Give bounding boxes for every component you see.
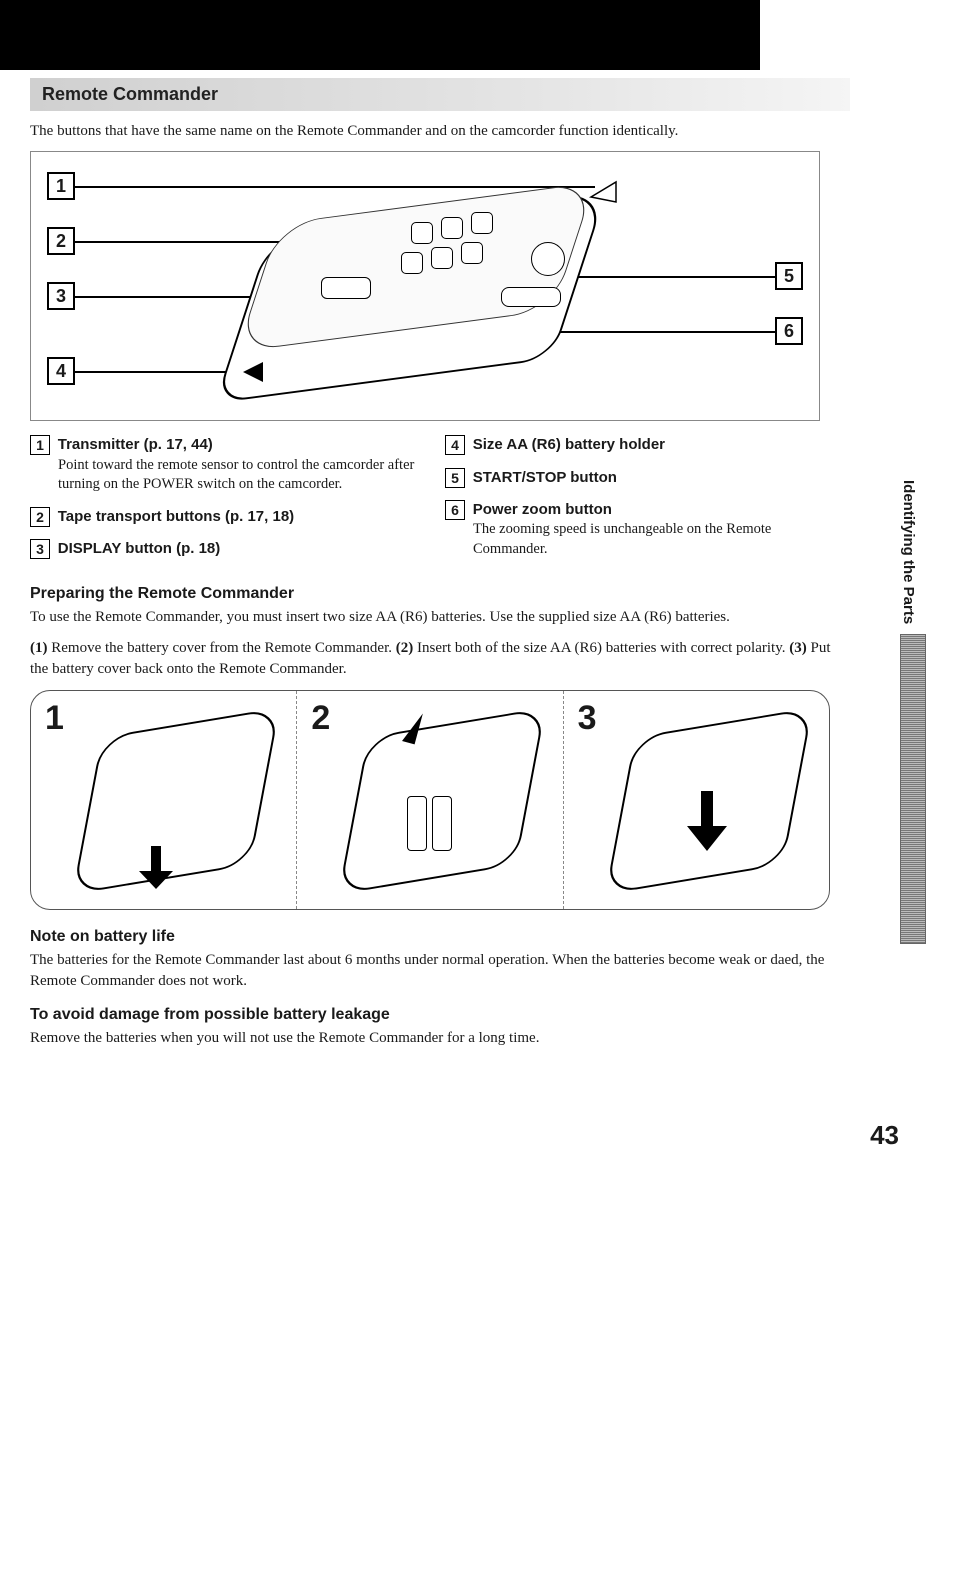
item-desc: Point toward the remote sensor to contro… xyxy=(58,456,415,495)
step-label-1: (1) xyxy=(30,640,48,656)
step-label-3: (3) xyxy=(789,640,807,656)
intro-text: The buttons that have the same name on t… xyxy=(30,121,850,141)
step-panel-1: 1 xyxy=(31,691,297,909)
remote-zoom-icon xyxy=(501,287,561,307)
transmitter-icon xyxy=(586,177,626,207)
callout-1: 1 xyxy=(47,172,75,200)
item-num: 5 xyxy=(445,468,465,488)
callout-2: 2 xyxy=(47,227,75,255)
arrow-icon xyxy=(241,360,271,384)
item-1: 1 Transmitter (p. 17, 44) Point toward t… xyxy=(30,435,415,494)
tab-index-bar xyxy=(900,634,926,944)
side-tab: Identifying the Parts xyxy=(900,480,926,940)
step-number: 3 xyxy=(578,699,597,738)
tab-label: Identifying the Parts xyxy=(900,480,917,624)
step-text-1: Remove the battery cover from the Remote… xyxy=(48,640,396,656)
parts-list: 1 Transmitter (p. 17, 44) Point toward t… xyxy=(30,435,830,571)
item-6: 6 Power zoom button The zooming speed is… xyxy=(445,500,830,559)
item-5: 5 START/STOP button xyxy=(445,468,830,488)
remote-display-btn xyxy=(321,277,371,299)
item-num: 2 xyxy=(30,507,50,527)
prep-heading: Preparing the Remote Commander xyxy=(30,585,850,603)
page-content: Remote Commander The buttons that have t… xyxy=(0,0,870,1079)
step-text-2: Insert both of the size AA (R6) batterie… xyxy=(413,640,789,656)
note1-heading: Note on battery life xyxy=(30,928,850,946)
note1-text: The batteries for the Remote Commander l… xyxy=(30,950,850,992)
step-panel-3: 3 xyxy=(564,691,829,909)
arrow-down-icon xyxy=(131,841,181,891)
battery-icon xyxy=(407,796,427,851)
item-3: 3 DISPLAY button (p. 18) xyxy=(30,539,415,559)
item-num: 1 xyxy=(30,435,50,455)
top-black-bar xyxy=(0,0,760,70)
callout-3: 3 xyxy=(47,282,75,310)
item-title: Transmitter (p. 17, 44) xyxy=(58,436,213,453)
item-title: Size AA (R6) battery holder xyxy=(473,436,665,453)
note2-heading: To avoid damage from possible battery le… xyxy=(30,1006,850,1024)
section-header: Remote Commander xyxy=(30,78,850,111)
remote-small-btn xyxy=(411,222,433,244)
remote-diagram: 1 2 3 4 5 6 xyxy=(30,151,820,421)
step-panel-2: 2 xyxy=(297,691,563,909)
step-label-2: (2) xyxy=(396,640,414,656)
item-4: 4 Size AA (R6) battery holder xyxy=(445,435,830,455)
callout-5: 5 xyxy=(775,262,803,290)
remote-small-btn xyxy=(431,247,453,269)
remote-small-btn xyxy=(461,242,483,264)
prep-p2: (1) Remove the battery cover from the Re… xyxy=(30,638,850,680)
item-num: 6 xyxy=(445,500,465,520)
remote-small-btn xyxy=(441,217,463,239)
callout-6: 6 xyxy=(775,317,803,345)
battery-icon xyxy=(432,796,452,851)
remote-small-btn xyxy=(471,212,493,234)
parts-right-column: 4 Size AA (R6) battery holder 5 START/ST… xyxy=(445,435,830,571)
item-title: DISPLAY button (p. 18) xyxy=(58,540,221,557)
item-num: 3 xyxy=(30,539,50,559)
item-title: Tape transport buttons (p. 17, 18) xyxy=(58,508,294,525)
battery-steps-figure: 1 2 3 xyxy=(30,690,830,910)
leader-line xyxy=(75,186,595,188)
remote-small-btn xyxy=(401,252,423,274)
arrow-down-icon xyxy=(392,711,452,771)
item-num: 4 xyxy=(445,435,465,455)
note2-text: Remove the batteries when you will not u… xyxy=(30,1028,850,1049)
item-desc: The zooming speed is unchangeable on the… xyxy=(473,520,830,559)
arrow-down-icon xyxy=(679,786,739,856)
parts-left-column: 1 Transmitter (p. 17, 44) Point toward t… xyxy=(30,435,415,571)
item-title: START/STOP button xyxy=(473,469,617,486)
page-number: 43 xyxy=(870,1120,899,1151)
step-number: 2 xyxy=(311,699,330,738)
step-number: 1 xyxy=(45,699,64,738)
callout-4: 4 xyxy=(47,357,75,385)
remote-start-stop-icon xyxy=(531,242,565,276)
item-2: 2 Tape transport buttons (p. 17, 18) xyxy=(30,507,415,527)
item-title: Power zoom button xyxy=(473,501,612,518)
prep-p1: To use the Remote Commander, you must in… xyxy=(30,607,850,628)
